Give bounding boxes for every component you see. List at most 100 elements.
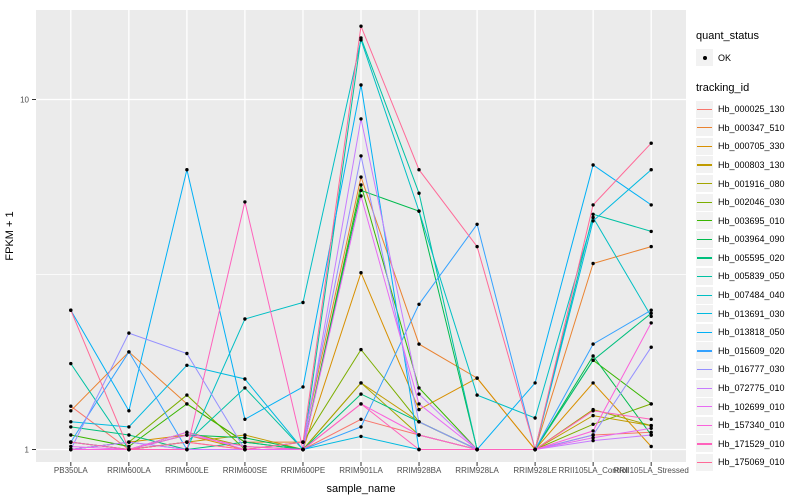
data-point xyxy=(649,423,653,428)
legend-key-swatch xyxy=(696,360,713,378)
legend: quant_status OK tracking_id Hb_000025_13… xyxy=(696,26,800,472)
legend-label: Hb_175069_010 xyxy=(718,457,785,468)
data-point xyxy=(301,440,305,444)
legend-key-swatch xyxy=(696,342,713,360)
legend-label: Hb_007484_040 xyxy=(718,290,785,301)
x-axis-tick-labels: PB350LA RRIM600LA RRIM600LE RRIM600SE RR… xyxy=(54,466,689,475)
x-tick-label: RRIM928LE xyxy=(513,466,557,475)
data-point xyxy=(127,409,131,413)
data-point xyxy=(649,311,653,315)
data-point xyxy=(591,342,595,346)
data-point xyxy=(475,447,479,452)
data-point xyxy=(359,194,363,198)
data-point xyxy=(185,168,189,172)
data-point xyxy=(649,402,653,406)
legend-item: Hb_000025_130 xyxy=(696,100,800,118)
legend-line-icon xyxy=(697,164,712,166)
legend-line-icon xyxy=(697,406,712,408)
data-point xyxy=(243,444,247,449)
data-point xyxy=(591,163,595,167)
data-point xyxy=(359,425,363,429)
legend-label: Hb_072775_010 xyxy=(718,383,785,394)
data-point xyxy=(591,203,595,207)
legend-item: Hb_171529_010 xyxy=(696,435,800,453)
series-lines xyxy=(69,24,653,452)
plot-area: PB350LA RRIM600LA RRIM600LE RRIM600SE RR… xyxy=(4,10,689,495)
legend-title-quant-status: quant_status xyxy=(696,30,759,42)
data-point xyxy=(127,444,131,449)
data-point xyxy=(591,438,595,443)
data-point xyxy=(69,361,73,366)
y-tick-label: 10 xyxy=(20,96,29,105)
data-point xyxy=(127,350,131,354)
data-point xyxy=(69,409,73,413)
x-tick-label: PB350LA xyxy=(54,466,88,475)
legend-key-swatch xyxy=(696,453,713,471)
legend-key-swatch xyxy=(696,100,713,118)
data-point xyxy=(417,342,421,346)
legend-line-icon xyxy=(697,183,712,185)
legend-line-icon xyxy=(697,461,712,464)
legend-item: Hb_102699_010 xyxy=(696,398,800,416)
data-point xyxy=(649,244,653,249)
data-point xyxy=(243,447,247,452)
legend-label: Hb_000025_130 xyxy=(718,104,785,115)
legend-key-swatch xyxy=(696,305,713,323)
data-point xyxy=(127,331,131,335)
x-tick-label: RRIM600LA xyxy=(107,466,151,475)
data-point xyxy=(185,430,189,434)
legend-label: Hb_000705_330 xyxy=(718,141,785,152)
data-point xyxy=(649,417,653,421)
data-point xyxy=(417,447,421,452)
data-point xyxy=(69,444,73,449)
legend-line-icon xyxy=(697,275,712,278)
data-point xyxy=(417,168,421,172)
x-tick-label: RRIM600PE xyxy=(281,466,325,475)
data-point xyxy=(649,168,653,172)
data-point xyxy=(591,422,595,426)
data-point xyxy=(533,416,537,420)
legend-label: Hb_005595_020 xyxy=(718,252,785,263)
legend-item: Hb_000803_130 xyxy=(696,156,800,174)
legend-line-icon xyxy=(697,387,712,389)
data-point xyxy=(649,141,653,145)
data-point xyxy=(69,420,73,424)
data-point xyxy=(591,358,595,362)
data-point xyxy=(591,429,595,433)
data-point xyxy=(359,188,363,193)
legend-key-swatch xyxy=(696,398,713,416)
legend-item: Hb_013818_050 xyxy=(696,323,800,341)
data-point xyxy=(69,308,73,312)
data-point xyxy=(243,200,247,204)
legend-line-icon xyxy=(697,331,712,333)
data-point xyxy=(417,302,421,306)
data-point xyxy=(359,38,363,42)
data-point xyxy=(417,402,421,406)
data-point xyxy=(301,385,305,389)
legend-item: Hb_005839_050 xyxy=(696,267,800,285)
legend-key-swatch xyxy=(696,156,713,174)
legend-label: Hb_002046_030 xyxy=(718,197,785,208)
legend-item: Hb_003695_010 xyxy=(696,212,800,230)
data-point xyxy=(591,261,595,266)
legend-label: Hb_013691_030 xyxy=(718,308,785,319)
legend-item: Hb_002046_030 xyxy=(696,193,800,211)
data-point xyxy=(649,444,653,449)
data-point xyxy=(591,413,595,418)
legend-item: Hb_001916_080 xyxy=(696,175,800,193)
legend-line-icon xyxy=(697,368,712,371)
legend-key-swatch xyxy=(696,249,713,267)
x-axis-title: sample_name xyxy=(326,483,395,495)
x-tick-label: RRIM600SE xyxy=(223,466,267,475)
legend-item: Hb_003964_090 xyxy=(696,230,800,248)
legend-label: Hb_000803_130 xyxy=(718,159,785,170)
data-point xyxy=(69,447,73,452)
legend-item: Hb_005595_020 xyxy=(696,249,800,267)
data-point xyxy=(475,244,479,249)
data-point xyxy=(591,409,595,413)
data-point xyxy=(591,212,595,216)
legend-key-swatch xyxy=(696,286,713,304)
data-point xyxy=(359,434,363,439)
data-point xyxy=(649,203,653,207)
